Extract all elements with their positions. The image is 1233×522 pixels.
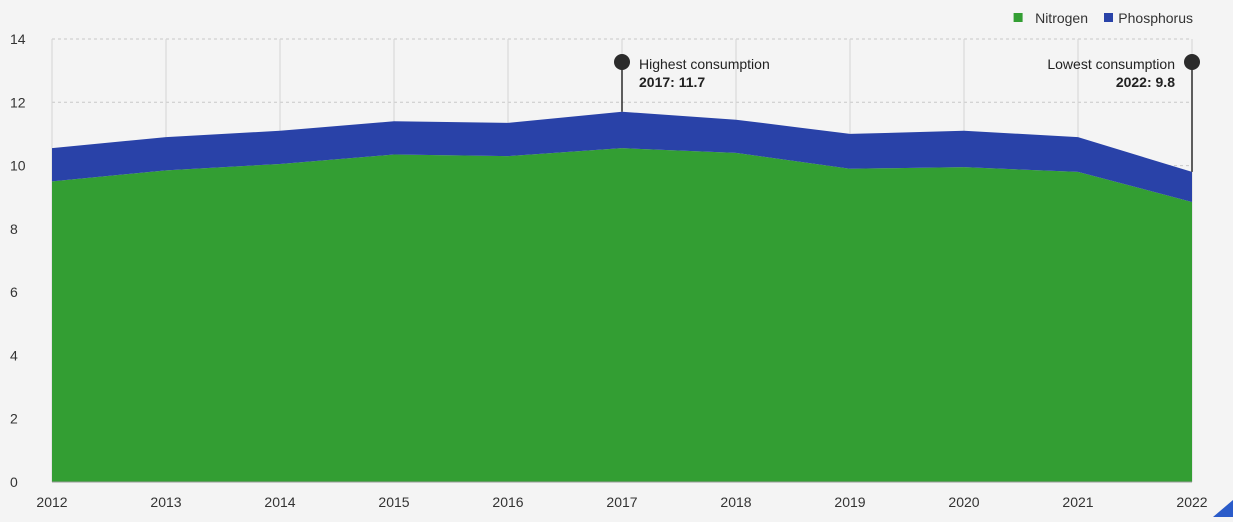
x-tick-label: 2015 [378,494,409,510]
y-tick-label: 10 [10,158,26,174]
y-tick-label: 4 [10,347,18,363]
annotation-title: Lowest consumption [1047,56,1175,72]
x-tick-label: 2016 [492,494,523,510]
x-tick-label: 2022 [1176,494,1207,510]
x-tick-label: 2013 [150,494,181,510]
y-tick-label: 8 [10,221,18,237]
x-tick-label: 2020 [948,494,979,510]
x-tick-label: 2018 [720,494,751,510]
corner-decoration [1213,500,1233,517]
legend-swatch-nitrogen [1013,13,1023,22]
y-tick-label: 0 [10,474,18,490]
legend-label-phosphorus: Phosphorus [1118,10,1193,26]
x-tick-label: 2014 [264,494,295,510]
legend: Phosphorus Nitrogen [1013,10,1193,26]
annotation-value: 2022: 9.8 [1116,74,1175,90]
annotation-marker [614,54,630,70]
annotation-layer: Highest consumption 2017: 11.7 Lowest cons… [614,54,1200,172]
x-tick-label: 2019 [834,494,865,510]
y-tick-label: 14 [10,31,26,47]
annotation-marker [1184,54,1200,70]
y-tick-label: 2 [10,411,18,427]
x-tick-label: 2017 [606,494,637,510]
annotation-value: 2017: 11.7 [639,74,705,90]
y-tick-label: 12 [10,94,26,110]
annotation-title: Highest consumption [639,56,770,72]
y-tick-label: 6 [10,284,18,300]
legend-swatch-phosphorus [1104,13,1113,22]
x-tick-label: 2012 [36,494,67,510]
area-layer [52,111,1192,483]
x-tick-label: 2021 [1062,494,1093,510]
area-phosphorus [52,111,1192,202]
legend-label-nitrogen: Nitrogen [1035,10,1088,26]
area-nitrogen [52,148,1192,483]
axis-layer: 0 2 4 6 8 10 12 14 2012 2013 2014 2015 2016 2017 2018 2… [10,31,1208,510]
